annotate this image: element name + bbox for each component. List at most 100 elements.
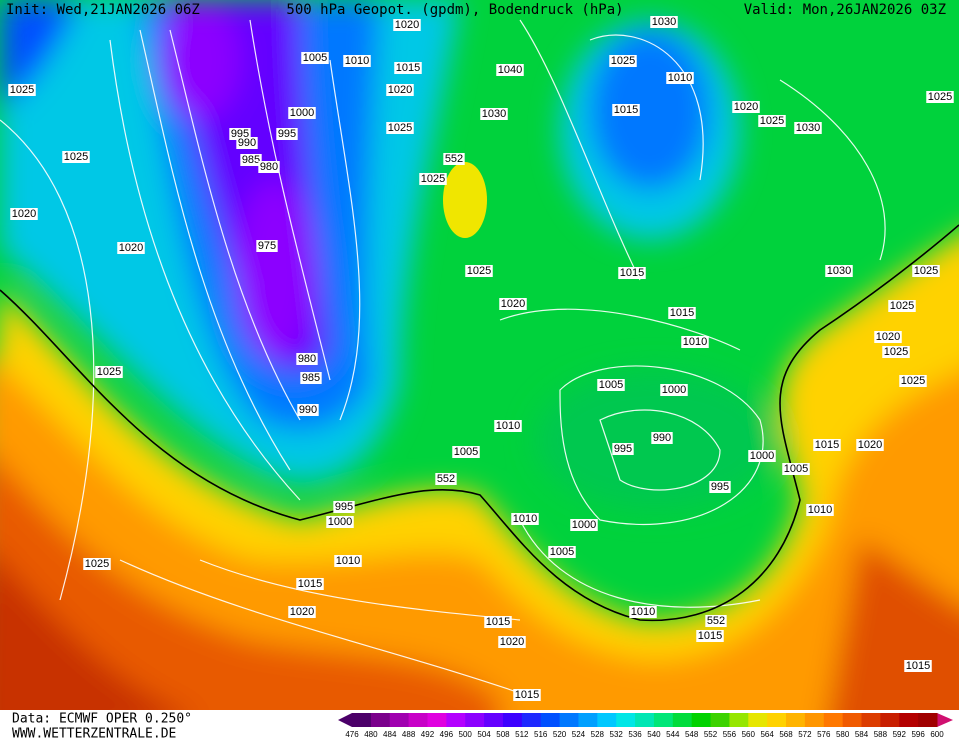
isobar-label: 1020 <box>395 19 419 31</box>
isobar-label-box <box>709 481 731 493</box>
isobar-label-box <box>386 122 414 134</box>
colorbar-label: 552 <box>704 730 718 739</box>
isobar-label: 1020 <box>12 208 36 220</box>
colorbar-swatch <box>653 713 674 727</box>
colorbar-label: 596 <box>911 730 925 739</box>
colorbar-swatch <box>616 713 636 727</box>
isobar-labels: 1020 1030 1005 1010 1015 1040 1025 1010 1025 1020… <box>8 16 954 701</box>
colorbar-label: 512 <box>515 730 529 739</box>
isobar-label: 552 <box>437 473 455 485</box>
isobar-label: 1025 <box>890 300 914 312</box>
colorbar-swatch <box>389 713 410 727</box>
isobar-label-box <box>296 578 324 590</box>
isobar-label: 1015 <box>620 267 644 279</box>
isobar-label-box <box>240 154 262 166</box>
isobar-label-box <box>334 555 362 567</box>
isobar-label-box <box>326 516 354 528</box>
isobar-label: 1015 <box>515 689 539 701</box>
colorbar-swatch <box>446 713 466 727</box>
colorbar-label: 488 <box>402 730 416 739</box>
isobar-label: 1040 <box>498 64 522 76</box>
isobar-label: 1015 <box>698 630 722 642</box>
isobar-label: 995 <box>278 128 296 140</box>
data-source: Data: ECMWF OPER 0.250° <box>12 712 192 727</box>
colorbar-label: 588 <box>874 730 888 739</box>
isobar-label-box <box>758 115 786 127</box>
colorbar-label: 544 <box>666 730 680 739</box>
isobar-label: 1020 <box>119 242 143 254</box>
isobar-label-box <box>888 300 916 312</box>
isobar-label-box <box>856 439 884 451</box>
isobar-label: 1015 <box>815 439 839 451</box>
isobar-label: 1010 <box>668 72 692 84</box>
isobar-label: 1000 <box>750 450 774 462</box>
colorbar-label: 504 <box>477 730 491 739</box>
isobar-label: 1025 <box>85 558 109 570</box>
init-time: Init: Wed,21JAN2026 06Z <box>6 2 200 18</box>
colorbar-label: 520 <box>553 730 567 739</box>
isobar-label: 552 <box>707 615 725 627</box>
isobar-label: 1025 <box>467 265 491 277</box>
isobar-label-box <box>813 439 841 451</box>
isobar-label: 995 <box>614 443 632 455</box>
isobar-label: 1010 <box>336 555 360 567</box>
colorbar-swatch <box>484 713 504 727</box>
isobar-label: 1015 <box>906 660 930 672</box>
isobar-label-box <box>300 372 322 384</box>
isobar-label: 1020 <box>290 606 314 618</box>
isobar-label-box <box>496 64 524 76</box>
isobar-label-box <box>499 298 527 310</box>
colorbar-label: 528 <box>591 730 605 739</box>
isobar-label: 1015 <box>670 307 694 319</box>
isobar-label: 1015 <box>396 62 420 74</box>
isobar-label-box <box>650 16 678 28</box>
isobar-label-box <box>465 265 493 277</box>
isobar-label: 1015 <box>614 104 638 116</box>
colorbar-swatch <box>691 713 712 727</box>
isobar-label-box <box>236 137 258 149</box>
colorbar-arrow-low <box>338 713 352 727</box>
isobar-label: 1000 <box>572 519 596 531</box>
isobar-label-box <box>393 19 421 31</box>
isobar-label: 1030 <box>827 265 851 277</box>
isobar-label: 1005 <box>599 379 623 391</box>
colorbar-swatch <box>635 713 655 727</box>
colorbar-label: 556 <box>723 730 737 739</box>
colorbar-label: 560 <box>742 730 756 739</box>
colorbar-label: 500 <box>459 730 473 739</box>
isobar-label-box <box>668 307 696 319</box>
colorbar-label: 516 <box>534 730 548 739</box>
colorbar-label: 572 <box>798 730 812 739</box>
isobar-label-box <box>288 606 316 618</box>
isobar-label: 1025 <box>421 173 445 185</box>
isobar-label: 1025 <box>97 366 121 378</box>
isobar-label: 990 <box>653 432 671 444</box>
isobar-label: 980 <box>260 161 278 173</box>
isobar-label-box <box>597 379 625 391</box>
colorbar-label: 540 <box>647 730 661 739</box>
colorbar-swatch <box>842 713 863 727</box>
colorbar-label: 484 <box>383 730 397 739</box>
isobar-label: 1030 <box>796 122 820 134</box>
website: WWW.WETTERZENTRALE.DE <box>12 727 176 742</box>
colorbar-swatch <box>710 713 730 727</box>
isobar-label: 1005 <box>550 546 574 558</box>
isobar-label-box <box>609 55 637 67</box>
isobar-label-box <box>62 151 90 163</box>
isobar-label: 1025 <box>901 375 925 387</box>
isobar-label-box <box>419 173 447 185</box>
isobar-label-box <box>912 265 940 277</box>
colorbar-label: 548 <box>685 730 699 739</box>
isobar-label: 995 <box>711 481 729 493</box>
isobar-label: 1005 <box>784 463 808 475</box>
isobar-label-box <box>484 616 512 628</box>
isobar-label: 1000 <box>328 516 352 528</box>
isobar-label-box <box>8 84 36 96</box>
isobar-label: 1025 <box>914 265 938 277</box>
colorbar-label: 592 <box>893 730 907 739</box>
isobar-label-box <box>882 346 910 358</box>
colorbar-swatch <box>427 713 447 727</box>
colorbar-swatch <box>672 713 693 727</box>
isobar-label: 975 <box>258 240 276 252</box>
isobar-label-box <box>301 52 329 64</box>
